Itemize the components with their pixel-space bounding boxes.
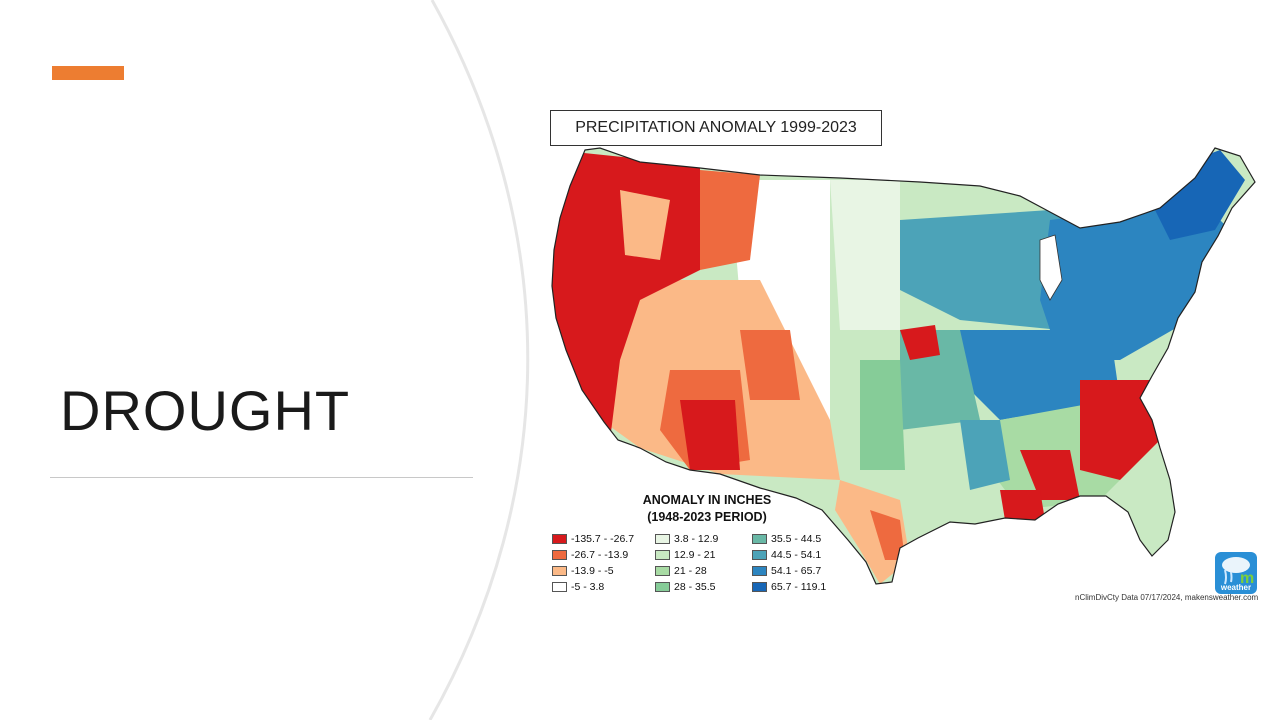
legend-item: 3.8 - 12.9 [655, 532, 718, 546]
legend-item: 65.7 - 119.1 [752, 580, 826, 594]
region-dakotas [830, 180, 900, 330]
data-credit: nClimDivCty Data 07/17/2024, makensweath… [1075, 593, 1259, 602]
legend-swatch [655, 582, 670, 592]
title-divider [50, 477, 473, 478]
logo-icon: m [1222, 557, 1254, 587]
legend-swatch [655, 566, 670, 576]
accent-bar [52, 66, 124, 80]
region-carolinas [1080, 380, 1160, 480]
legend-item: -26.7 - -13.9 [552, 548, 628, 562]
legend-label: 3.8 - 12.9 [674, 533, 719, 545]
legend-title-line1: ANOMALY IN INCHES [642, 493, 772, 507]
region-iowa-red [900, 325, 940, 360]
legend-item: 35.5 - 44.5 [752, 532, 821, 546]
legend-item: -13.9 - -5 [552, 564, 614, 578]
legend-item: 28 - 35.5 [655, 580, 715, 594]
legend-swatch [655, 550, 670, 560]
legend-label: 54.1 - 65.7 [771, 565, 822, 577]
us-outline [551, 147, 1256, 585]
legend-label: 21 - 28 [674, 565, 707, 577]
makensweather-logo: m weather [1215, 552, 1257, 594]
legend-label: -135.7 - -26.7 [571, 533, 635, 545]
legend-title-line2: (1948-2023 PERIOD) [647, 510, 767, 524]
svg-text:m: m [1240, 570, 1254, 587]
region-florida [1120, 470, 1172, 556]
legend-item: 21 - 28 [655, 564, 707, 578]
legend-swatch [752, 582, 767, 592]
legend-label: 12.9 - 21 [674, 549, 716, 561]
slide-title: DROUGHT [60, 379, 351, 442]
region-gulf-coast [1000, 490, 1045, 520]
legend-swatch [752, 550, 767, 560]
region-oklahoma [860, 360, 905, 470]
legend-item: 12.9 - 21 [655, 548, 715, 562]
legend-item: 44.5 - 54.1 [752, 548, 821, 562]
region-texas-gulf [870, 510, 905, 560]
legend-label: -26.7 - -13.9 [571, 549, 629, 561]
legend-swatch [552, 550, 567, 560]
legend-label: 35.5 - 44.5 [771, 533, 822, 545]
region-colorado [740, 330, 800, 400]
legend-swatch [552, 566, 567, 576]
legend-swatch [552, 582, 567, 592]
legend-swatch [752, 534, 767, 544]
region-montana-west [700, 170, 760, 270]
legend-label: -13.9 - -5 [571, 565, 614, 577]
legend-label: -5 - 3.8 [571, 581, 605, 593]
logo-label: weather [1220, 583, 1252, 592]
legend-label: 28 - 35.5 [674, 581, 716, 593]
region-georgia [1020, 450, 1080, 500]
us-precipitation-map [551, 147, 1256, 585]
legend-label: 44.5 - 54.1 [771, 549, 822, 561]
legend-swatch [752, 566, 767, 576]
panel-curve [428, 0, 530, 720]
legend-swatch [552, 534, 567, 544]
map-regions [552, 148, 1255, 584]
lake-michigan [1039, 234, 1063, 301]
region-interior-nw [620, 190, 670, 260]
legend-title: ANOMALY IN INCHES (1948-2023 PERIOD) [592, 492, 822, 526]
region-arizona-east [680, 400, 740, 470]
legend-label: 65.7 - 119.1 [771, 581, 827, 593]
legend-swatch [655, 534, 670, 544]
map-title: PRECIPITATION ANOMALY 1999-2023 [550, 110, 882, 146]
legend-item: -135.7 - -26.7 [552, 532, 634, 546]
legend-item: 54.1 - 65.7 [752, 564, 821, 578]
legend-item: -5 - 3.8 [552, 580, 604, 594]
region-mississippi [960, 420, 1010, 490]
